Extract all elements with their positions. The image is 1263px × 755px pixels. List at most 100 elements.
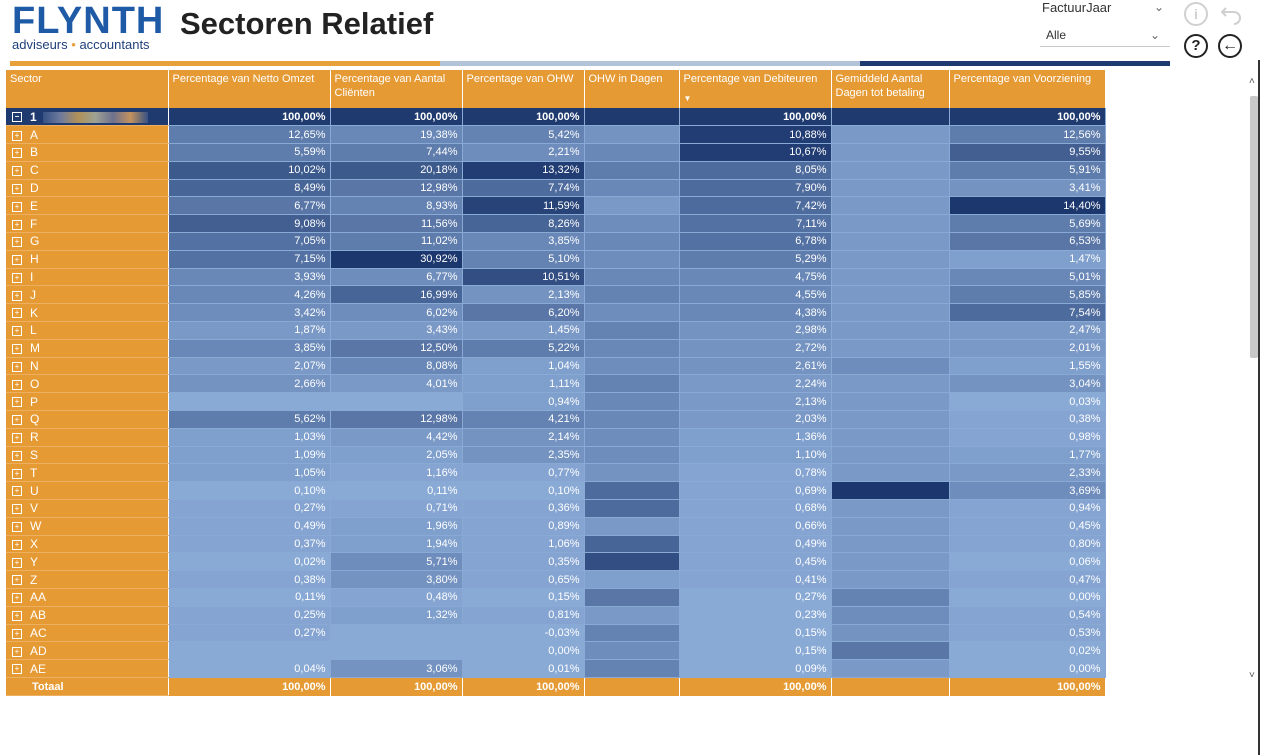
help-icon[interactable]: ? (1184, 34, 1208, 58)
sector-cell[interactable]: + K (6, 303, 169, 323)
expand-icon[interactable]: + (12, 130, 22, 141)
sector-cell[interactable]: + Q (6, 410, 169, 429)
expand-icon[interactable]: + (12, 183, 22, 194)
table-row[interactable]: + G 7,05% 11,02% 3,85% 6,78% 6,53% (6, 232, 1106, 251)
scroll-down-icon[interactable]: ˅ (1249, 670, 1255, 681)
sector-cell[interactable]: + I (6, 268, 169, 287)
sort-descending-icon[interactable]: ▼ (683, 94, 692, 103)
expand-icon[interactable]: + (12, 219, 22, 230)
table-row[interactable]: + S 1,09% 2,05% 2,35% 1,10% 1,77% (6, 446, 1106, 465)
expand-icon[interactable]: + (12, 611, 22, 622)
expand-icon[interactable]: + (12, 148, 22, 159)
factuurjaar-slicer[interactable]: FactuurJaar ⌄ Alle ⌄ (1040, 0, 1170, 47)
table-row[interactable]: + L 1,87% 3,43% 1,45% 2,98% 2,47% (6, 321, 1106, 340)
sector-cell[interactable]: + D (6, 179, 169, 198)
expand-icon[interactable]: + (12, 539, 22, 550)
table-row[interactable]: + AD 0,00% 0,15% 0,02% (6, 641, 1106, 661)
table-row[interactable]: + N 2,07% 8,08% 1,04% 2,61% 1,55% (6, 357, 1106, 376)
column-header[interactable]: OHW in Dagen (584, 70, 680, 108)
sector-cell[interactable]: + O (6, 374, 169, 394)
table-row[interactable]: + T 1,05% 1,16% 0,77% 0,78% 2,33% (6, 463, 1106, 483)
table-row[interactable]: + E 6,77% 8,93% 11,59% 7,42% 14,40% (6, 196, 1106, 216)
collapse-icon[interactable]: − (12, 112, 22, 123)
sector-cell[interactable]: + C (6, 161, 169, 180)
expand-icon[interactable]: + (12, 201, 22, 212)
table-row[interactable]: + K 3,42% 6,02% 6,20% 4,38% 7,54% (6, 303, 1106, 323)
sector-cell[interactable]: + S (6, 446, 169, 465)
expand-icon[interactable]: + (12, 486, 22, 497)
expand-icon[interactable]: + (12, 575, 22, 586)
table-row[interactable]: + AB 0,25% 1,32% 0,81% 0,23% 0,54% (6, 606, 1106, 625)
table-row[interactable]: + H 7,15% 30,92% 5,10% 5,29% 1,47% (6, 250, 1106, 269)
sector-cell[interactable]: + AB (6, 606, 169, 625)
table-row[interactable]: + Q 5,62% 12,98% 4,21% 2,03% 0,38% (6, 410, 1106, 429)
scroll-thumb[interactable] (1250, 96, 1258, 358)
sector-cell[interactable]: + Y (6, 552, 169, 572)
sector-cell[interactable]: + AE (6, 659, 169, 678)
expand-icon[interactable]: + (12, 522, 22, 533)
vertical-scrollbar[interactable]: ˄ ˅ (1247, 70, 1261, 690)
table-row[interactable]: + C 10,02% 20,18% 13,32% 8,05% 5,91% (6, 161, 1106, 180)
sector-cell[interactable]: + T (6, 463, 169, 483)
sector-cell[interactable]: + E (6, 196, 169, 216)
chevron-down-icon[interactable]: ⌄ (1153, 0, 1164, 14)
table-row[interactable]: + AA 0,11% 0,48% 0,15% 0,27% 0,00% (6, 588, 1106, 607)
column-header[interactable]: Gemiddeld Aantal Dagen tot betaling (831, 70, 950, 108)
table-row[interactable]: + AE 0,04% 3,06% 0,01% 0,09% 0,00% (6, 659, 1106, 678)
table-row[interactable]: + D 8,49% 12,98% 7,74% 7,90% 3,41% (6, 179, 1106, 198)
expand-icon[interactable]: + (12, 557, 22, 568)
slicer-header[interactable]: FactuurJaar ⌄ (1040, 0, 1170, 16)
expand-icon[interactable]: + (12, 628, 22, 639)
expand-icon[interactable]: + (12, 290, 22, 301)
table-row[interactable]: + X 0,37% 1,94% 1,06% 0,49% 0,80% (6, 535, 1106, 554)
expand-icon[interactable]: + (12, 468, 22, 479)
table-row[interactable]: + A 12,65% 19,38% 5,42% 10,88% 12,56% (6, 125, 1106, 145)
expand-icon[interactable]: + (12, 308, 22, 319)
column-header[interactable]: Percentage van Debiteuren ▼ (679, 70, 832, 108)
undo-icon[interactable] (1218, 0, 1244, 26)
expand-icon[interactable]: + (12, 237, 22, 248)
info-icon[interactable]: i (1184, 2, 1208, 26)
sector-cell[interactable]: + J (6, 285, 169, 305)
expand-icon[interactable]: + (12, 504, 22, 515)
sector-cell[interactable]: + AA (6, 588, 169, 607)
scroll-up-icon[interactable]: ˄ (1249, 76, 1255, 87)
table-row[interactable]: + U 0,10% 0,11% 0,10% 0,69% 3,69% (6, 481, 1106, 501)
table-row[interactable]: + R 1,03% 4,42% 2,14% 1,36% 0,98% (6, 428, 1106, 447)
column-header[interactable]: Percentage van OHW (462, 70, 585, 108)
column-header[interactable]: Sector (6, 70, 169, 108)
sector-cell[interactable]: + B (6, 143, 169, 162)
table-row[interactable]: + O 2,66% 4,01% 1,11% 2,24% 3,04% (6, 374, 1106, 394)
sector-cell[interactable]: + A (6, 125, 169, 145)
sector-cell[interactable]: + X (6, 535, 169, 554)
expand-icon[interactable]: + (12, 326, 22, 337)
expand-icon[interactable]: + (12, 415, 22, 426)
sector-cell[interactable]: + U (6, 481, 169, 501)
expand-icon[interactable]: + (12, 664, 22, 675)
column-header[interactable]: Percentage van Netto Omzet (168, 70, 331, 108)
sector-cell[interactable]: + V (6, 499, 169, 518)
column-header[interactable]: Percentage van Aantal Cliënten (330, 70, 463, 108)
sector-cell[interactable]: + R (6, 428, 169, 447)
column-header[interactable]: Percentage van Voorziening (949, 70, 1106, 108)
table-row[interactable]: + F 9,08% 11,56% 8,26% 7,11% 5,69% (6, 214, 1106, 234)
table-row[interactable]: + B 5,59% 7,44% 2,21% 10,67% 9,55% (6, 143, 1106, 162)
sector-cell[interactable]: + N (6, 357, 169, 376)
table-row[interactable]: + W 0,49% 1,96% 0,89% 0,66% 0,45% (6, 517, 1106, 536)
sector-cell[interactable]: + L (6, 321, 169, 340)
expand-icon[interactable]: + (12, 450, 22, 461)
expand-icon[interactable]: + (12, 433, 22, 444)
slicer-dropdown[interactable]: Alle ⌄ (1040, 24, 1170, 47)
expand-icon[interactable]: + (12, 255, 22, 266)
expand-icon[interactable]: + (12, 344, 22, 355)
sector-cell[interactable]: + H (6, 250, 169, 269)
table-row[interactable]: + AC 0,27% -0,03% 0,15% 0,53% (6, 624, 1106, 643)
sector-cell[interactable]: + AD (6, 641, 169, 661)
sector-cell[interactable]: −1 (6, 108, 169, 127)
sector-cell[interactable]: + F (6, 214, 169, 234)
back-arrow-icon[interactable]: ← (1218, 34, 1242, 58)
table-row[interactable]: + Y 0,02% 5,71% 0,35% 0,45% 0,06% (6, 552, 1106, 572)
expand-icon[interactable]: + (12, 272, 22, 283)
sector-cell[interactable]: + G (6, 232, 169, 251)
expand-icon[interactable]: + (12, 379, 22, 390)
